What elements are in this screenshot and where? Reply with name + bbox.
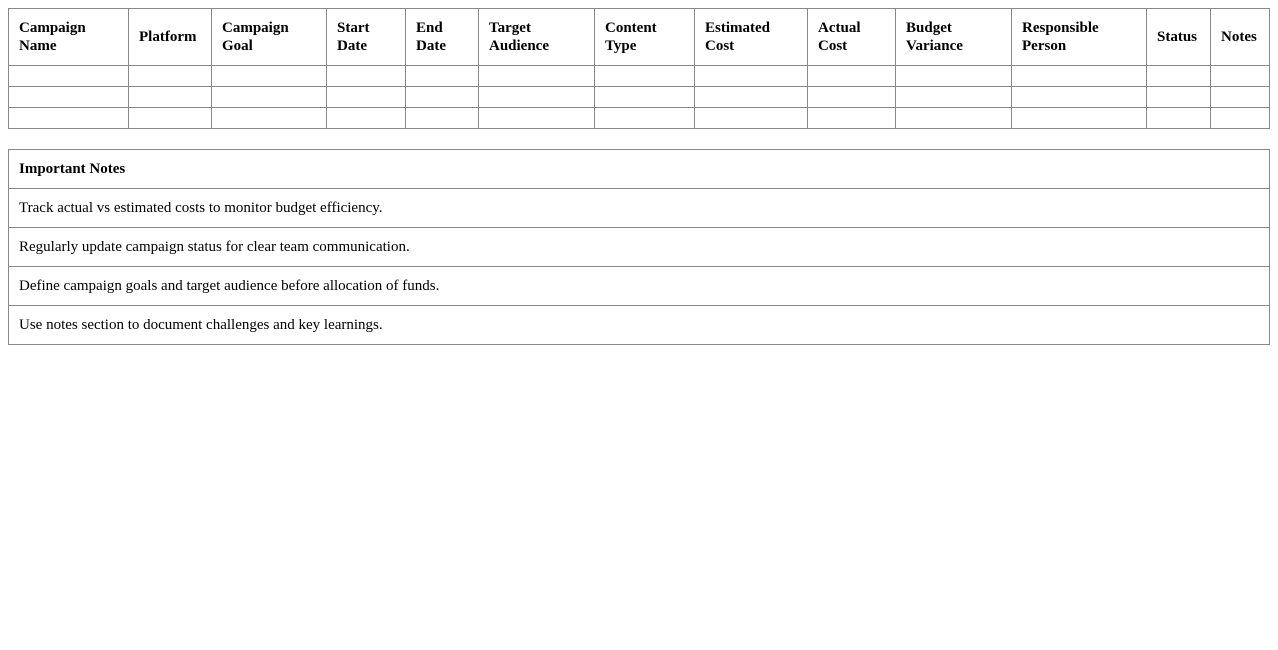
table-cell[interactable] — [1210, 86, 1270, 108]
table-cell[interactable] — [1210, 65, 1270, 87]
note-item: Define campaign goals and target audienc… — [8, 266, 1270, 306]
table-row — [8, 107, 1270, 129]
table-cell[interactable] — [128, 107, 212, 129]
table-cell[interactable] — [326, 107, 406, 129]
column-header: Start Date — [326, 8, 406, 66]
column-header: Campaign Name — [8, 8, 129, 66]
table-cell[interactable] — [594, 86, 695, 108]
column-header: Target Audience — [478, 8, 595, 66]
column-header: Estimated Cost — [694, 8, 808, 66]
table-cell[interactable] — [211, 107, 327, 129]
column-header: Budget Variance — [895, 8, 1012, 66]
note-row: Use notes section to document challenges… — [8, 305, 1270, 345]
column-header: Responsible Person — [1011, 8, 1147, 66]
table-cell[interactable] — [478, 65, 595, 87]
column-header: Actual Cost — [807, 8, 896, 66]
table-row — [8, 65, 1270, 87]
table-cell[interactable] — [405, 86, 479, 108]
notes-title: Important Notes — [8, 149, 1270, 189]
table-cell[interactable] — [1011, 107, 1147, 129]
note-item: Track actual vs estimated costs to monit… — [8, 188, 1270, 228]
table-cell[interactable] — [594, 107, 695, 129]
important-notes-table: Important Notes Track actual vs estimate… — [8, 149, 1270, 345]
table-cell[interactable] — [594, 65, 695, 87]
table-cell[interactable] — [1146, 86, 1211, 108]
table-cell[interactable] — [8, 107, 129, 129]
note-item: Use notes section to document challenges… — [8, 305, 1270, 345]
column-header: Notes — [1210, 8, 1270, 66]
table-cell[interactable] — [895, 107, 1012, 129]
table-cell[interactable] — [478, 107, 595, 129]
table-row — [8, 86, 1270, 108]
column-header: Campaign Goal — [211, 8, 327, 66]
table-cell[interactable] — [8, 86, 129, 108]
table-cell[interactable] — [128, 86, 212, 108]
table-cell[interactable] — [895, 65, 1012, 87]
table-cell[interactable] — [128, 65, 212, 87]
table-cell[interactable] — [1011, 86, 1147, 108]
table-cell[interactable] — [1210, 107, 1270, 129]
table-cell[interactable] — [478, 86, 595, 108]
table-cell[interactable] — [694, 65, 808, 87]
table-cell[interactable] — [1011, 65, 1147, 87]
table-cell[interactable] — [807, 86, 896, 108]
column-header: Platform — [128, 8, 212, 66]
note-row: Regularly update campaign status for cle… — [8, 227, 1270, 267]
campaign-table: Campaign Name Platform Campaign Goal Start … — [8, 8, 1270, 129]
table-cell[interactable] — [694, 107, 808, 129]
notes-title-row: Important Notes — [8, 149, 1270, 189]
table-cell[interactable] — [895, 86, 1012, 108]
table-cell[interactable] — [807, 107, 896, 129]
table-cell[interactable] — [211, 86, 327, 108]
header-row: Campaign Name Platform Campaign Goal Start … — [8, 8, 1270, 66]
table-cell[interactable] — [405, 107, 479, 129]
column-header: End Date — [405, 8, 479, 66]
note-item: Regularly update campaign status for cle… — [8, 227, 1270, 267]
table-cell[interactable] — [1146, 65, 1211, 87]
table-cell[interactable] — [807, 65, 896, 87]
table-cell[interactable] — [8, 65, 129, 87]
table-cell[interactable] — [405, 65, 479, 87]
note-row: Define campaign goals and target audienc… — [8, 266, 1270, 306]
column-header: Content Type — [594, 8, 695, 66]
table-cell[interactable] — [211, 65, 327, 87]
column-header: Status — [1146, 8, 1211, 66]
table-cell[interactable] — [694, 86, 808, 108]
table-cell[interactable] — [326, 65, 406, 87]
note-row: Track actual vs estimated costs to monit… — [8, 188, 1270, 228]
table-cell[interactable] — [326, 86, 406, 108]
table-cell[interactable] — [1146, 107, 1211, 129]
